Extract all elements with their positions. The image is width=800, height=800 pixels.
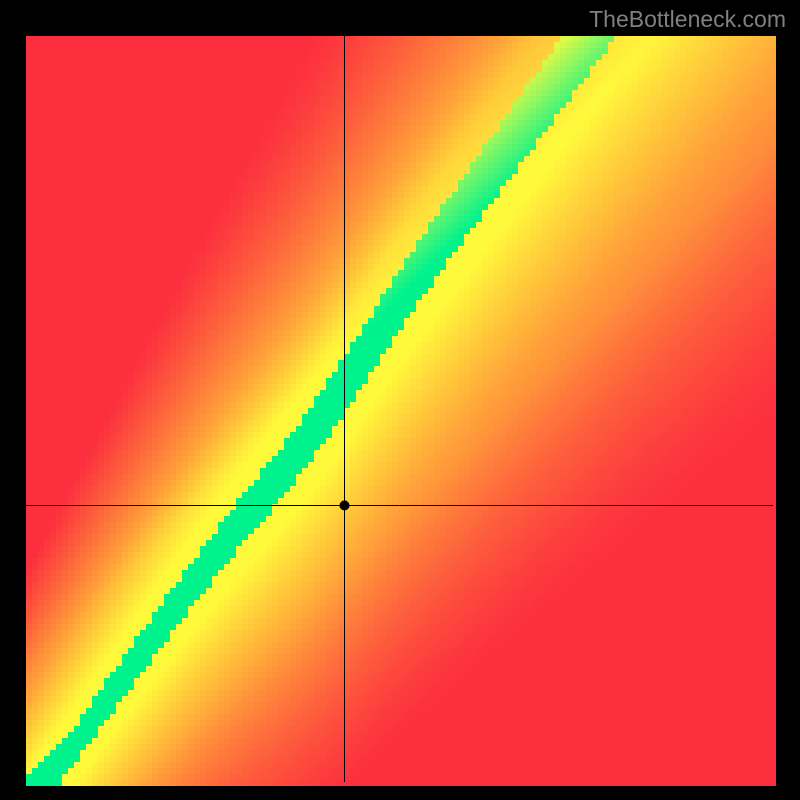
bottleneck-heatmap <box>0 0 800 800</box>
watermark-text: TheBottleneck.com <box>589 6 786 33</box>
